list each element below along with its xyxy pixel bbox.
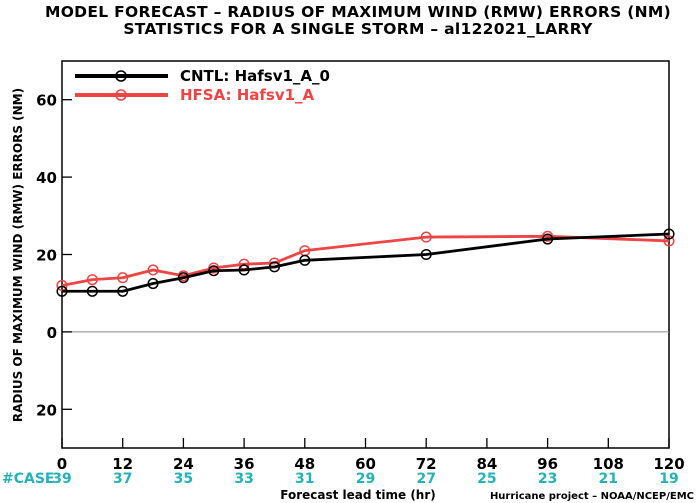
legend-marker-hfsa	[115, 89, 127, 101]
data-point-hfsa	[663, 235, 675, 247]
y-tick-label: 60	[36, 92, 57, 110]
series-layer	[56, 228, 675, 297]
x-tick-label: 24	[173, 455, 194, 473]
data-point-hfsa	[117, 272, 129, 284]
case-count: 35	[174, 471, 193, 487]
x-tick-label: 120	[653, 455, 684, 473]
case-count: 29	[356, 471, 375, 487]
data-point-cntl	[56, 285, 68, 297]
case-count: 33	[234, 471, 253, 487]
legend-label-hfsa: HFSA: Hafsv1_A	[180, 86, 315, 104]
case-count: 27	[416, 471, 435, 487]
legend-marker-cntl	[115, 70, 127, 82]
data-point-cntl	[420, 248, 432, 261]
x-tick-label: 0	[57, 455, 67, 473]
y-tick-label: 20	[36, 247, 57, 265]
y-axis-ticks: 20 0 20 40 60	[36, 92, 72, 419]
data-point-hfsa	[420, 231, 432, 243]
chart-title-line1: MODEL FORECAST – RADIUS OF MAXIMUM WIND …	[45, 3, 671, 21]
data-point-cntl	[299, 254, 311, 266]
x-tick-label: 72	[416, 455, 437, 473]
case-count: 19	[659, 471, 678, 487]
x-tick-label: 96	[537, 455, 558, 473]
data-point-cntl	[238, 264, 250, 276]
y-axis-label: RADIUS OF MAXIMUM WIND (RMW) ERRORS (NM)	[11, 88, 25, 422]
x-tick-label: 108	[593, 455, 624, 473]
data-point-cntl	[86, 285, 98, 297]
x-axis-ticks: 0 12 24 36 48 60 72 84 96 108 120	[57, 438, 685, 473]
data-point-cntl	[268, 261, 281, 273]
data-point-cntl	[147, 277, 159, 290]
case-count: 23	[538, 471, 557, 487]
data-point-cntl	[177, 272, 189, 284]
x-tick-label: 48	[294, 455, 315, 473]
legend: CNTL: Hafsv1_A_0 HFSA: Hafsv1_A	[75, 67, 330, 104]
plot-frame	[61, 60, 670, 449]
credit-text: Hurricane project – NOAA/NCEP/EMC	[490, 491, 694, 502]
case-count: 39	[52, 471, 71, 487]
data-point-cntl	[663, 228, 675, 240]
y-tick-label: 40	[36, 169, 57, 187]
x-tick-label: 36	[234, 455, 255, 473]
x-tick-label: 60	[355, 455, 376, 473]
case-counts: 39 37 35 33 31 29 27 25 23 21 19	[52, 471, 678, 487]
data-point-cntl	[208, 265, 220, 277]
data-point-hfsa	[147, 264, 159, 276]
case-count: 37	[113, 471, 132, 487]
case-row-label: #CASE	[2, 471, 55, 487]
x-axis-label: Forecast lead time (hr)	[280, 488, 436, 502]
chart-title-line2: STATISTICS FOR A SINGLE STORM – al122021…	[123, 20, 593, 38]
y-tick-label: 20	[36, 401, 57, 419]
x-tick-label: 12	[112, 455, 133, 473]
case-count: 21	[599, 471, 618, 487]
case-count: 25	[477, 471, 496, 487]
y-tick-label: 0	[47, 324, 57, 342]
data-point-cntl	[117, 285, 129, 297]
legend-label-cntl: CNTL: Hafsv1_A_0	[180, 67, 330, 85]
x-tick-label: 84	[476, 455, 497, 473]
data-point-cntl	[542, 233, 554, 245]
data-point-hfsa	[86, 274, 98, 286]
case-count: 31	[295, 471, 314, 487]
